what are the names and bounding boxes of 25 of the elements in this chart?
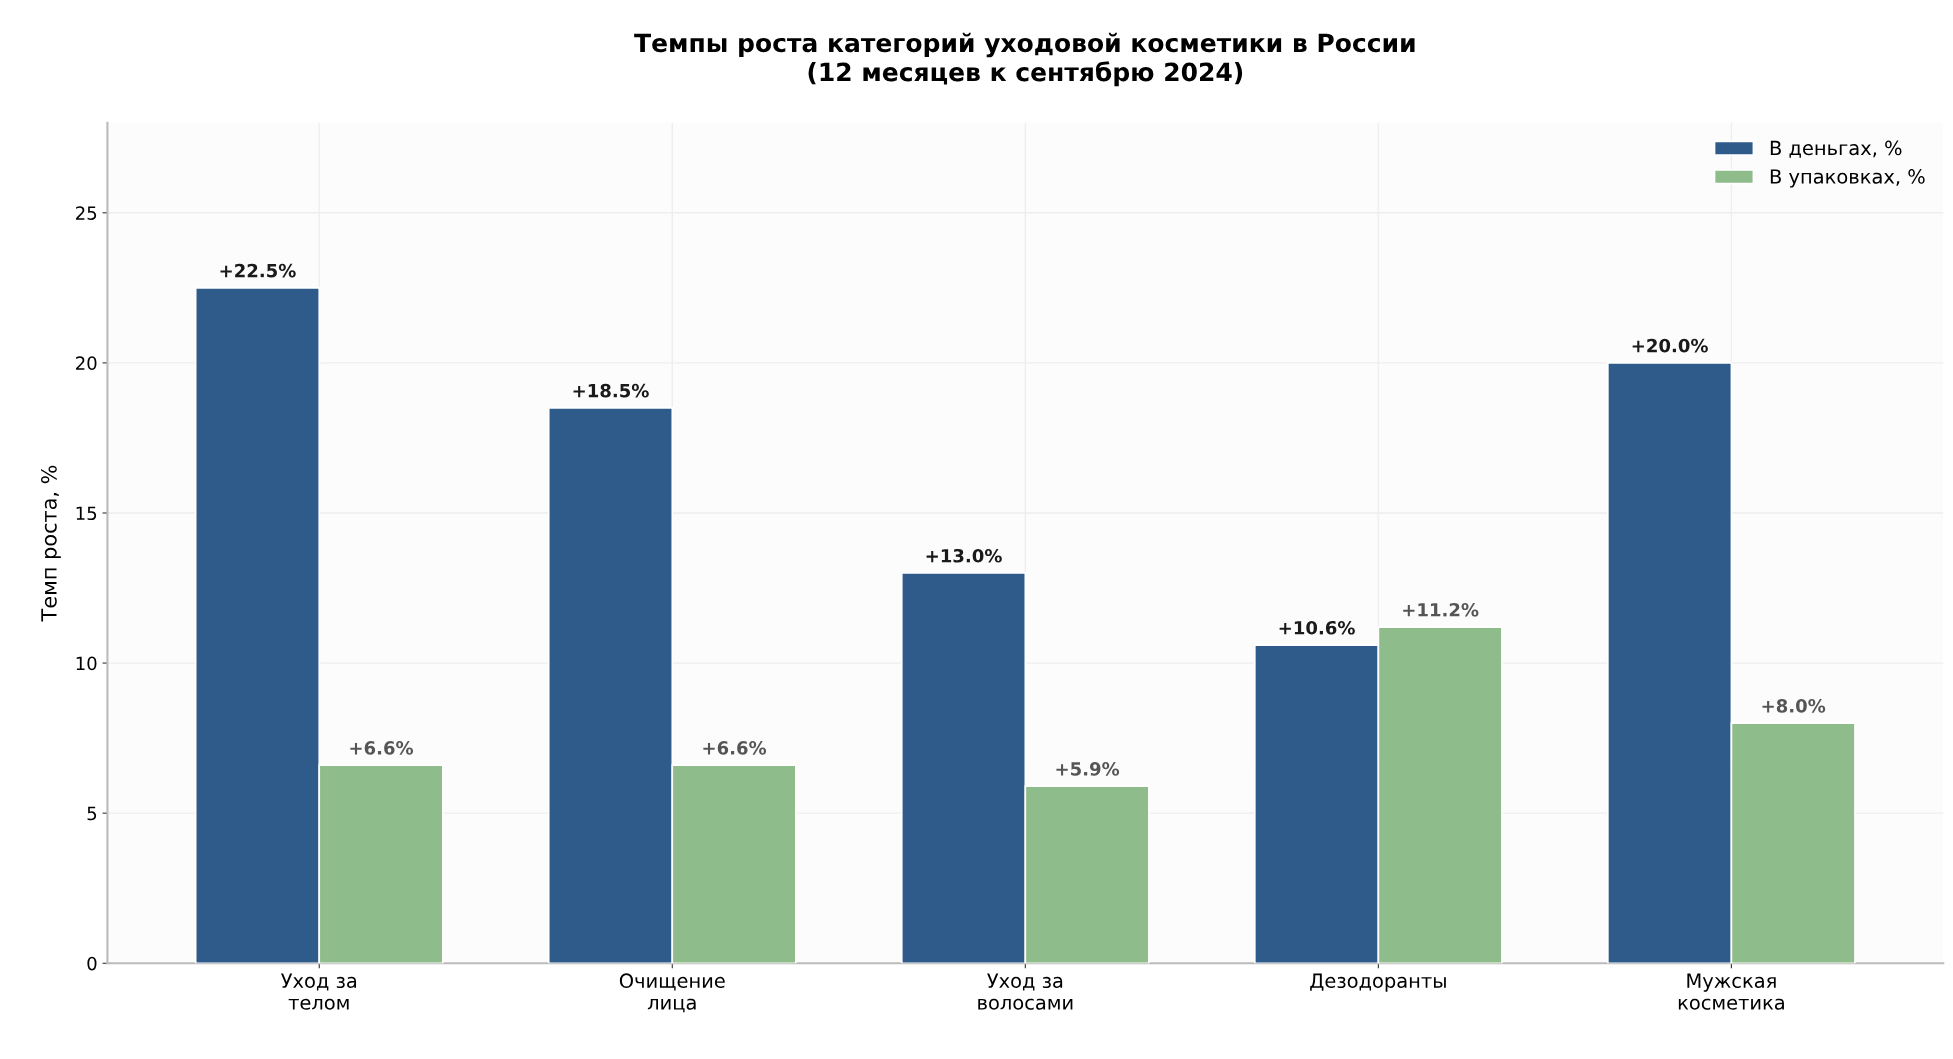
- y-tick-label: 15: [76, 506, 97, 521]
- x-tick-label: Мужская косметика: [1678, 973, 1784, 1010]
- data-label: +5.9%: [1056, 762, 1120, 776]
- legend-label: В деньгах, %: [1770, 140, 1902, 158]
- data-label: +8.0%: [1762, 699, 1826, 713]
- data-label: +6.6%: [350, 741, 414, 755]
- data-label: +11.2%: [1403, 602, 1479, 617]
- data-label: +10.6%: [1279, 620, 1355, 635]
- x-tick-label: Очищение лица: [619, 973, 725, 1013]
- x-tick-label: Уход за волосами: [978, 973, 1073, 1010]
- chart-title: Темпы роста категорий уходовой косметики в России (12 месяцев к сентябрю 2024): [634, 32, 1415, 87]
- data-label: +22.5%: [220, 263, 296, 278]
- y-tick-label: 25: [76, 206, 97, 220]
- y-tick-label: 0: [87, 956, 97, 971]
- y-tick-label: 10: [76, 656, 97, 671]
- data-label: +18.5%: [573, 383, 649, 398]
- data-label: +13.0%: [926, 548, 1002, 563]
- x-tick-label: Дезодоранты: [1310, 973, 1446, 992]
- data-label: +6.6%: [703, 741, 767, 755]
- legend-label: В упаковках, %: [1770, 169, 1925, 188]
- x-tick-label: Уход за телом: [281, 973, 357, 1010]
- y-tick-label: 20: [76, 356, 97, 371]
- data-label: +20.0%: [1632, 338, 1708, 353]
- y-tick-label: 5: [87, 806, 97, 821]
- y-axis-title: Темп роста, %: [41, 465, 61, 622]
